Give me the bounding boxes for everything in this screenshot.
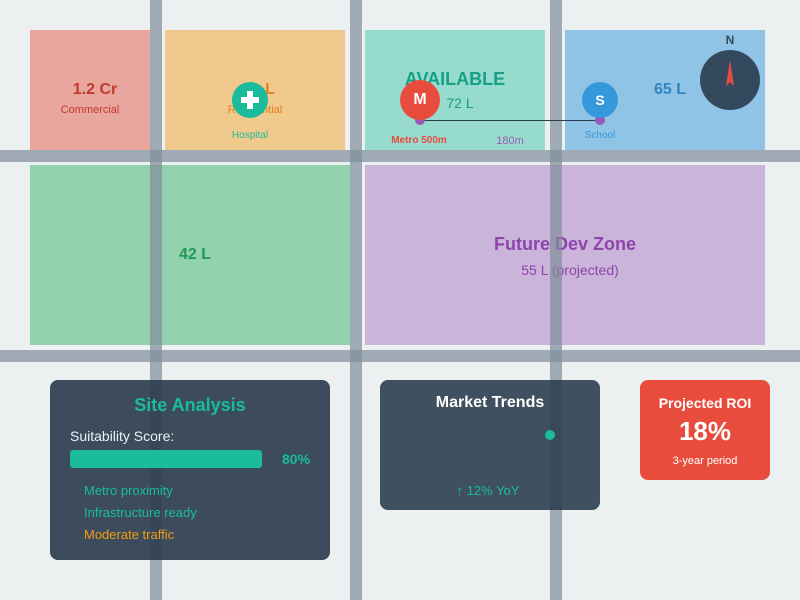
- roi-value: 18%: [678, 416, 732, 446]
- hospital-marker[interactable]: [232, 82, 268, 118]
- market-trends-change: ↑ 12% YoY: [456, 483, 520, 498]
- roi-card: Projected ROI 18% 3-year period: [640, 380, 770, 480]
- blue-plot-price: 65 L: [653, 81, 687, 98]
- plot-commercial[interactable]: [30, 30, 150, 150]
- hospital-label: Hospital: [231, 130, 269, 141]
- site-analysis-title: Site Analysis: [134, 395, 246, 415]
- suitability-score-bar: [70, 450, 262, 468]
- factor-moderate-traffic: Moderate traffic: [84, 527, 175, 542]
- distance-line: [420, 120, 600, 121]
- green-plot-price: 42 L: [178, 246, 212, 263]
- commercial-price: 1.2 Cr: [72, 81, 118, 98]
- available-price: 72 L: [446, 95, 474, 111]
- metro-marker[interactable]: M: [400, 80, 440, 120]
- road-vertical-3: [550, 0, 562, 600]
- roi-title: Projected ROI: [658, 395, 752, 411]
- compass-needle-icon: [726, 60, 734, 86]
- roi-period: 3-year period: [672, 455, 738, 467]
- plot-available[interactable]: [365, 30, 545, 150]
- future-zone-price: 55 L (projected): [521, 262, 619, 278]
- metro-label: Metro 500m: [391, 135, 447, 146]
- compass: [700, 50, 760, 110]
- residential-price: L: [265, 81, 275, 98]
- road-horizontal-middle: [0, 350, 800, 362]
- plot-green[interactable]: [30, 165, 350, 345]
- market-trends-title: Market Trends: [435, 394, 545, 411]
- suitability-score-value: 80%: [282, 451, 311, 467]
- school-label: School: [584, 130, 616, 141]
- factor-infrastructure-ready: Infrastructure ready: [84, 505, 197, 520]
- road-horizontal-top: [0, 150, 800, 162]
- distance-label: 180m: [496, 135, 524, 147]
- site-analysis-card: Site Analysis Suitability Score: 80% Met…: [50, 380, 330, 560]
- market-trends-card: Market Trends ↑ 12% YoY: [380, 380, 600, 510]
- compass-north-label: N: [725, 33, 735, 47]
- road-vertical-2: [350, 0, 362, 600]
- factor-metro-proximity: Metro proximity: [84, 483, 173, 498]
- medical-cross-icon: [241, 91, 259, 109]
- school-point: [595, 115, 605, 125]
- metro-point: [415, 115, 425, 125]
- plot-future-zone[interactable]: [365, 165, 765, 345]
- commercial-type: Commercial: [60, 104, 120, 116]
- trend-point: [545, 430, 555, 440]
- suitability-score-label: Suitability Score:: [70, 428, 175, 444]
- future-zone-title: Future Dev Zone: [493, 234, 637, 254]
- school-marker[interactable]: S: [582, 82, 618, 118]
